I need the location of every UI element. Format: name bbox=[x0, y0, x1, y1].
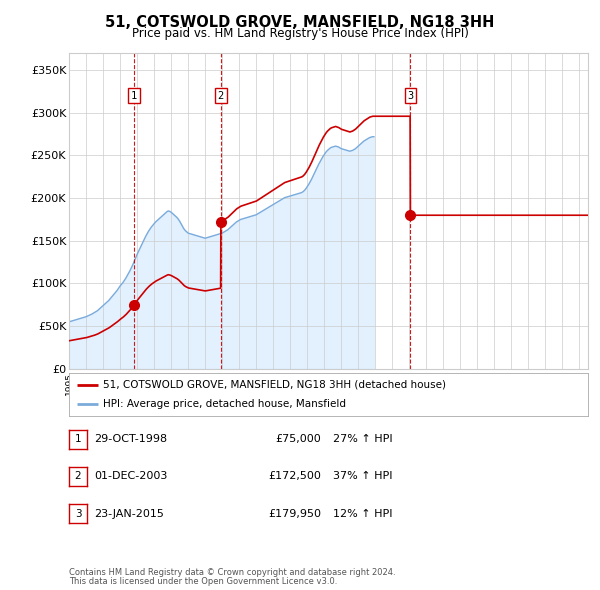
Text: 51, COTSWOLD GROVE, MANSFIELD, NG18 3HH (detached house): 51, COTSWOLD GROVE, MANSFIELD, NG18 3HH … bbox=[103, 380, 446, 390]
Text: £172,500: £172,500 bbox=[268, 471, 321, 481]
Text: 27% ↑ HPI: 27% ↑ HPI bbox=[333, 434, 392, 444]
Text: 12% ↑ HPI: 12% ↑ HPI bbox=[333, 509, 392, 519]
Text: 23-JAN-2015: 23-JAN-2015 bbox=[94, 509, 164, 519]
Text: 01-DEC-2003: 01-DEC-2003 bbox=[94, 471, 167, 481]
Text: 1: 1 bbox=[74, 434, 82, 444]
Text: 3: 3 bbox=[74, 509, 82, 519]
Text: HPI: Average price, detached house, Mansfield: HPI: Average price, detached house, Mans… bbox=[103, 399, 346, 409]
Text: 29-OCT-1998: 29-OCT-1998 bbox=[94, 434, 167, 444]
Text: 37% ↑ HPI: 37% ↑ HPI bbox=[333, 471, 392, 481]
Text: 2: 2 bbox=[218, 91, 224, 101]
Text: 1: 1 bbox=[131, 91, 137, 101]
Text: Price paid vs. HM Land Registry's House Price Index (HPI): Price paid vs. HM Land Registry's House … bbox=[131, 27, 469, 40]
Text: 2: 2 bbox=[74, 471, 82, 481]
Text: £75,000: £75,000 bbox=[275, 434, 321, 444]
Text: £179,950: £179,950 bbox=[268, 509, 321, 519]
Text: Contains HM Land Registry data © Crown copyright and database right 2024.: Contains HM Land Registry data © Crown c… bbox=[69, 568, 395, 577]
Text: 51, COTSWOLD GROVE, MANSFIELD, NG18 3HH: 51, COTSWOLD GROVE, MANSFIELD, NG18 3HH bbox=[106, 15, 494, 30]
Text: 3: 3 bbox=[407, 91, 413, 101]
Text: This data is licensed under the Open Government Licence v3.0.: This data is licensed under the Open Gov… bbox=[69, 577, 337, 586]
